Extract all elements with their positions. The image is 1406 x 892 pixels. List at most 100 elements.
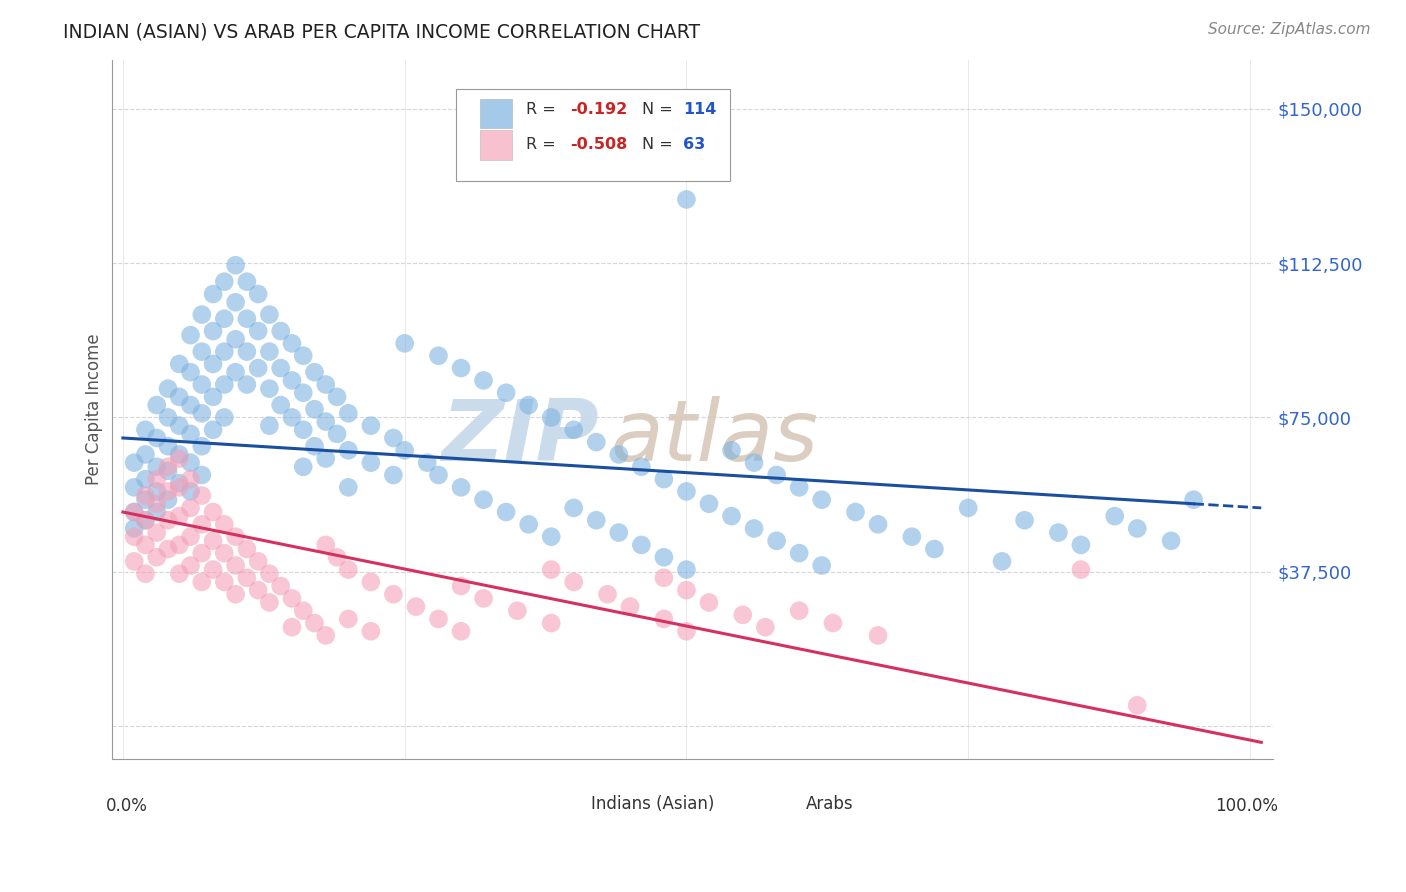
Point <box>270 361 292 376</box>
Point <box>167 447 190 461</box>
Point <box>167 476 190 491</box>
Point <box>225 530 247 544</box>
Point <box>292 385 315 400</box>
Point <box>259 344 281 359</box>
Point <box>517 398 540 412</box>
Point <box>360 456 382 470</box>
Point <box>225 365 247 379</box>
Point <box>202 357 225 371</box>
Point <box>924 542 946 557</box>
Point <box>156 542 179 557</box>
Point <box>180 500 202 515</box>
Point <box>630 459 652 474</box>
Point <box>1182 492 1205 507</box>
Point <box>122 530 145 544</box>
Point <box>191 517 214 532</box>
Point <box>957 500 980 515</box>
Point <box>259 382 281 396</box>
Point <box>167 451 190 466</box>
Point <box>315 415 337 429</box>
Point <box>134 492 156 507</box>
Point <box>292 423 315 437</box>
Point <box>214 410 236 425</box>
Point <box>247 554 270 568</box>
Point <box>675 583 697 598</box>
Point <box>247 287 270 301</box>
Point <box>281 620 304 634</box>
Point <box>562 500 585 515</box>
Point <box>259 418 281 433</box>
Point <box>585 513 607 527</box>
Point <box>1014 513 1036 527</box>
Point <box>281 591 304 606</box>
Text: -0.508: -0.508 <box>571 137 627 153</box>
Point <box>281 373 304 387</box>
Point <box>191 406 214 420</box>
Point <box>214 377 236 392</box>
Point <box>191 344 214 359</box>
Point <box>652 571 675 585</box>
Point <box>427 612 450 626</box>
Point <box>191 468 214 483</box>
Point <box>180 365 202 379</box>
Point <box>765 468 787 483</box>
Point <box>360 418 382 433</box>
Point <box>326 550 349 565</box>
Text: Source: ZipAtlas.com: Source: ZipAtlas.com <box>1208 22 1371 37</box>
Point <box>214 517 236 532</box>
Point <box>145 431 167 445</box>
Point <box>866 628 889 642</box>
Point <box>134 423 156 437</box>
Point <box>304 365 326 379</box>
Point <box>180 456 202 470</box>
Point <box>180 472 202 486</box>
Point <box>901 530 924 544</box>
Point <box>167 538 190 552</box>
Point <box>337 480 360 494</box>
Point <box>1104 509 1126 524</box>
Point <box>167 390 190 404</box>
Point <box>202 287 225 301</box>
Point <box>236 571 259 585</box>
Point <box>134 447 156 461</box>
Point <box>304 439 326 453</box>
FancyBboxPatch shape <box>457 89 730 180</box>
Point <box>360 574 382 589</box>
FancyBboxPatch shape <box>768 793 797 816</box>
Point <box>1070 538 1092 552</box>
Point <box>394 336 416 351</box>
Point <box>180 484 202 499</box>
Point <box>247 583 270 598</box>
Point <box>202 533 225 548</box>
Point <box>145 550 167 565</box>
Text: Arabs: Arabs <box>806 796 853 814</box>
Point <box>630 538 652 552</box>
Point <box>427 468 450 483</box>
Point <box>202 324 225 338</box>
Point <box>156 513 179 527</box>
Point <box>607 525 630 540</box>
Point <box>844 505 866 519</box>
Point <box>450 579 472 593</box>
Point <box>202 390 225 404</box>
Point <box>167 480 190 494</box>
Point <box>991 554 1014 568</box>
Point <box>191 489 214 503</box>
Point <box>652 550 675 565</box>
Point <box>1047 525 1070 540</box>
Point <box>675 193 697 207</box>
Point <box>326 426 349 441</box>
Point <box>765 533 787 548</box>
Point <box>360 624 382 639</box>
Text: INDIAN (ASIAN) VS ARAB PER CAPITA INCOME CORRELATION CHART: INDIAN (ASIAN) VS ARAB PER CAPITA INCOME… <box>63 22 700 41</box>
Point <box>191 308 214 322</box>
Point <box>202 505 225 519</box>
Point <box>697 497 720 511</box>
Point <box>122 521 145 535</box>
Point <box>156 492 179 507</box>
Text: Indians (Asian): Indians (Asian) <box>591 796 714 814</box>
Point <box>1160 533 1182 548</box>
Point <box>810 558 832 573</box>
Point <box>122 456 145 470</box>
Point <box>596 587 619 601</box>
